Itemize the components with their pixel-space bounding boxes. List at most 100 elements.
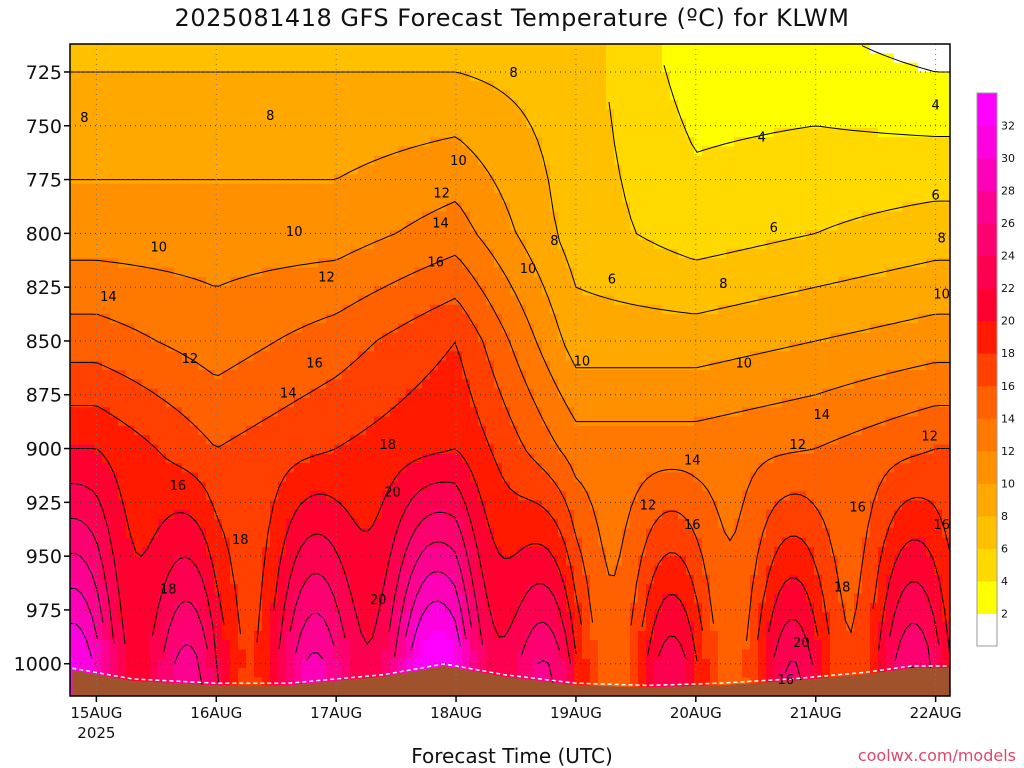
- field-cell: [486, 407, 495, 418]
- field-cell: [806, 90, 815, 101]
- field-cell: [766, 90, 775, 101]
- field-cell: [726, 239, 735, 250]
- field-cell: [286, 360, 295, 371]
- field-cell: [406, 183, 415, 194]
- field-cell: [166, 397, 175, 408]
- field-cell: [694, 99, 703, 110]
- field-cell: [478, 90, 487, 101]
- field-cell: [214, 286, 223, 297]
- field-cell: [158, 220, 167, 231]
- field-cell: [518, 239, 527, 250]
- field-cell: [678, 314, 687, 325]
- field-cell: [214, 220, 223, 231]
- field-cell: [502, 155, 511, 166]
- field-cell: [894, 211, 903, 222]
- field-cell: [166, 444, 175, 455]
- field-cell: [478, 53, 487, 64]
- field-cell: [318, 202, 327, 213]
- field-cell: [454, 267, 463, 278]
- field-cell: [358, 286, 367, 297]
- field-cell: [222, 99, 231, 110]
- field-cell: [86, 360, 95, 371]
- field-cell: [590, 220, 599, 231]
- field-cell: [534, 81, 543, 92]
- field-cell: [926, 230, 935, 241]
- field-cell: [814, 342, 823, 352]
- field-cell: [246, 388, 255, 399]
- field-cell: [638, 183, 647, 194]
- field-cell: [886, 81, 895, 92]
- field-cell: [334, 453, 343, 464]
- field-cell: [278, 351, 287, 362]
- field-cell: [406, 155, 415, 166]
- field-cell: [422, 211, 431, 222]
- field-cell: [894, 304, 903, 315]
- field-cell: [278, 379, 287, 390]
- field-cell: [926, 342, 935, 352]
- field-cell: [878, 314, 887, 325]
- field-cell: [150, 127, 159, 138]
- field-cell: [150, 137, 159, 148]
- field-cell: [318, 193, 327, 203]
- field-cell: [582, 453, 591, 464]
- field-cell: [262, 137, 271, 148]
- field-cell: [406, 295, 415, 306]
- field-cell: [462, 342, 471, 352]
- field-cell: [542, 416, 551, 427]
- field-cell: [806, 137, 815, 148]
- field-cell: [238, 397, 247, 408]
- field-cell: [830, 174, 839, 185]
- field-cell: [190, 276, 199, 287]
- field-cell: [638, 118, 647, 129]
- field-cell: [102, 71, 111, 82]
- field-cell: [750, 258, 759, 269]
- field-cell: [542, 202, 551, 213]
- field-cell: [870, 370, 879, 380]
- field-cell: [662, 444, 671, 455]
- field-cell: [286, 127, 295, 138]
- field-cell: [302, 360, 311, 371]
- field-cell: [582, 90, 591, 101]
- field-cell: [350, 258, 359, 269]
- field-cell: [246, 416, 255, 427]
- field-cell: [774, 230, 783, 241]
- field-cell: [694, 295, 703, 306]
- field-cell: [150, 304, 159, 315]
- field-cell: [606, 435, 615, 446]
- field-cell: [598, 370, 607, 380]
- field-cell: [678, 137, 687, 148]
- field-cell: [206, 165, 215, 175]
- field-cell: [550, 425, 559, 436]
- field-cell: [910, 342, 919, 352]
- field-cell: [630, 137, 639, 148]
- field-cell: [734, 248, 743, 259]
- field-cell: [302, 239, 311, 250]
- field-cell: [142, 118, 151, 129]
- field-cell: [310, 397, 319, 408]
- field-cell: [350, 444, 359, 455]
- field-cell: [886, 53, 895, 64]
- field-cell: [310, 379, 319, 390]
- field-cell: [462, 407, 471, 418]
- field-cell: [70, 99, 79, 110]
- field-cell: [86, 71, 95, 82]
- field-cell: [382, 360, 391, 371]
- field-cell: [366, 332, 375, 343]
- field-cell: [214, 118, 223, 129]
- field-cell: [782, 248, 791, 259]
- field-cell: [662, 360, 671, 371]
- field-cell: [806, 193, 815, 203]
- field-cell: [790, 314, 799, 325]
- field-cell: [926, 435, 935, 446]
- field-cell: [894, 99, 903, 110]
- field-cell: [86, 407, 95, 418]
- field-cell: [254, 342, 263, 352]
- field-cell: [118, 155, 127, 166]
- field-cell: [278, 463, 287, 474]
- field-cell: [222, 220, 231, 231]
- field-cell: [638, 286, 647, 297]
- field-cell: [214, 71, 223, 82]
- field-cell: [646, 453, 655, 464]
- field-cell: [614, 239, 623, 250]
- field-cell: [198, 379, 207, 390]
